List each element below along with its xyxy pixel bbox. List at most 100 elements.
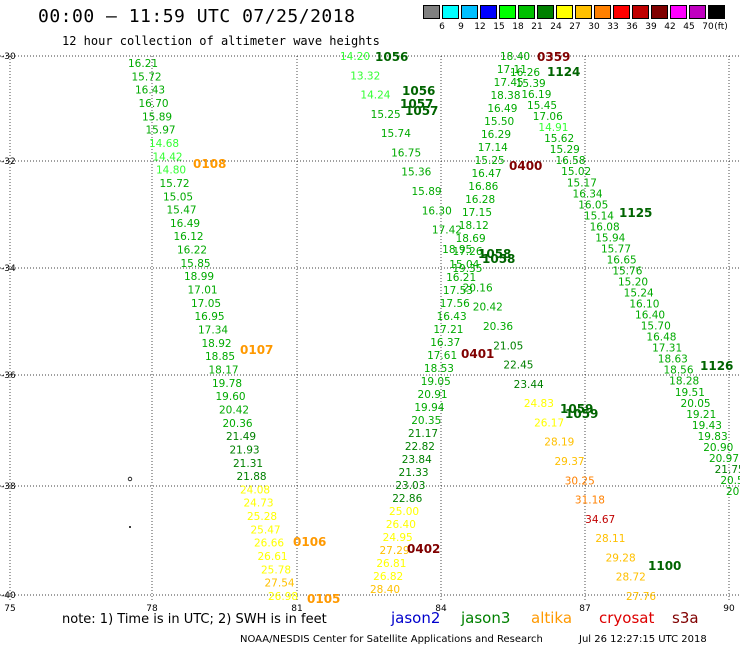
island-mark (129, 526, 131, 528)
swh-value: 18.85 (205, 351, 235, 363)
swh-value: 14.42 (153, 151, 183, 163)
swh-value: 17.15 (462, 207, 492, 219)
swh-value: 27.29 (380, 545, 410, 557)
swh-value: 21.93 (230, 444, 260, 456)
legend-label: 45 (683, 22, 695, 32)
swh-value: 16.49 (170, 218, 200, 230)
pass-time-label: 0401 (461, 347, 494, 361)
swh-value: 16.70 (139, 98, 169, 110)
swh-value: 18.38 (490, 90, 520, 102)
swh-value: 18.92 (202, 338, 232, 350)
swh-value: 16.48 (646, 332, 676, 344)
swh-value: 24.83 (524, 398, 554, 410)
pass-time-label: 1059 (560, 402, 593, 416)
swh-value: 18.69 (456, 233, 486, 245)
swh-value: 15.39 (516, 78, 546, 90)
swh-value: 25.28 (247, 511, 277, 523)
pass-time-label: 0105 (307, 592, 340, 606)
y-tick-label: -32 (1, 157, 16, 167)
swh-value: 27.76 (626, 591, 656, 603)
island-mark (127, 476, 133, 482)
swh-value: 15.17 (567, 177, 597, 189)
jason3-track: 14.20 13.32 14.24 15.25 15.74 16.75 15.36 15.89… (340, 51, 656, 603)
y-tick-label: -34 (1, 264, 16, 274)
swh-value: 23.03 (395, 480, 425, 492)
swh-value: 25.47 (251, 524, 281, 536)
legend-label: 21 (531, 22, 543, 32)
swh-value: 15.14 (584, 210, 614, 222)
swh-value: 19.05 (421, 376, 451, 388)
swh-value: 16.21 (128, 58, 158, 70)
swh-value: 16.86 (468, 181, 498, 193)
swh-value: 13.32 (350, 70, 380, 82)
swh-value: 26.40 (386, 519, 416, 531)
swh-value: 26.61 (258, 551, 288, 563)
pass-time-label: 1057 (405, 104, 438, 118)
swh-value: 27.54 (265, 578, 295, 590)
legend-swatch (461, 5, 478, 19)
swh-value: 16.65 (607, 254, 637, 266)
swh-value: 15.85 (181, 258, 211, 270)
swh-value: 18.63 (658, 354, 688, 366)
swh-value: 18.17 (209, 364, 239, 376)
legend-swatch (480, 5, 497, 19)
swh-value: 16.30 (422, 205, 452, 217)
pass-time-label: 0108 (193, 157, 226, 171)
swh-value: 15.02 (561, 166, 591, 178)
swh-value: 20.97 (709, 453, 739, 465)
swh-value: 16.28 (465, 194, 495, 206)
swh-value: 21.88 (237, 471, 267, 483)
legend-swatch (670, 5, 687, 19)
swh-value: 15.36 (401, 167, 431, 179)
legend-swatch (689, 5, 706, 19)
credit-text: NOAA/NESDIS Center for Satellite Applica… (240, 634, 543, 645)
swh-value: 16.43 (437, 311, 467, 323)
pass-time-label: 0106 (293, 535, 326, 549)
swh-value: 19.94 (414, 402, 444, 414)
legend-unit: (ft) (714, 22, 728, 32)
swh-value: 22.86 (392, 493, 422, 505)
swh-value: 15.94 (595, 232, 625, 244)
y-tick-label: -36 (1, 371, 16, 381)
legend-swatch (442, 5, 459, 19)
swh-value: 16.12 (174, 231, 204, 243)
swh-value: 17.01 (188, 285, 218, 297)
legend-swatch (556, 5, 573, 19)
swh-value: 14.91 (538, 122, 568, 134)
swh-value: 17.56 (440, 298, 470, 310)
swh-value: 18.56 (663, 365, 693, 377)
swh-value: 19.83 (698, 431, 728, 443)
y-tick-label: -30 (1, 52, 16, 62)
swh-value: 17.14 (478, 142, 508, 154)
s3a-track: 16.2615.3916.1915.4517.0614.9115.6215.29… (510, 67, 740, 498)
swh-value: 29.37 (555, 456, 585, 468)
legend-swatch (423, 5, 440, 19)
legend-swatch (575, 5, 592, 19)
swh-value: 18.12 (459, 220, 489, 232)
legend-swatch (518, 5, 535, 19)
swh-value: 15.72 (160, 178, 190, 190)
swh-value: 26.17 (534, 417, 564, 429)
pass-time-label: 0400 (509, 159, 542, 173)
swh-value: 20.51 (720, 475, 740, 487)
swh-value: 20.36 (223, 418, 253, 430)
pass-time-label: 1057 (400, 97, 433, 111)
swh-value: 14.24 (360, 90, 390, 102)
legend-label: 18 (512, 22, 524, 32)
swh-value: 15.04 (449, 259, 479, 271)
swh-value: 24.95 (383, 532, 413, 544)
swh-value: 16.47 (471, 168, 501, 180)
satellite-legend-s3a: s3a (672, 609, 699, 627)
swh-value: 15.72 (132, 71, 162, 83)
swh-value: 28.72 (616, 572, 646, 584)
legend-label: 12 (474, 22, 486, 32)
swh-value: 17.21 (433, 324, 463, 336)
legend-label: 42 (664, 22, 676, 32)
x-tick-label: 87 (579, 604, 590, 614)
swh-value: 20.49 (726, 486, 740, 498)
swh-value: 28.11 (595, 533, 625, 545)
swh-value: 16.49 (487, 103, 517, 115)
legend-label: 36 (626, 22, 638, 32)
x-tick-label: 78 (146, 604, 158, 614)
legend-label: 30 (588, 22, 600, 32)
